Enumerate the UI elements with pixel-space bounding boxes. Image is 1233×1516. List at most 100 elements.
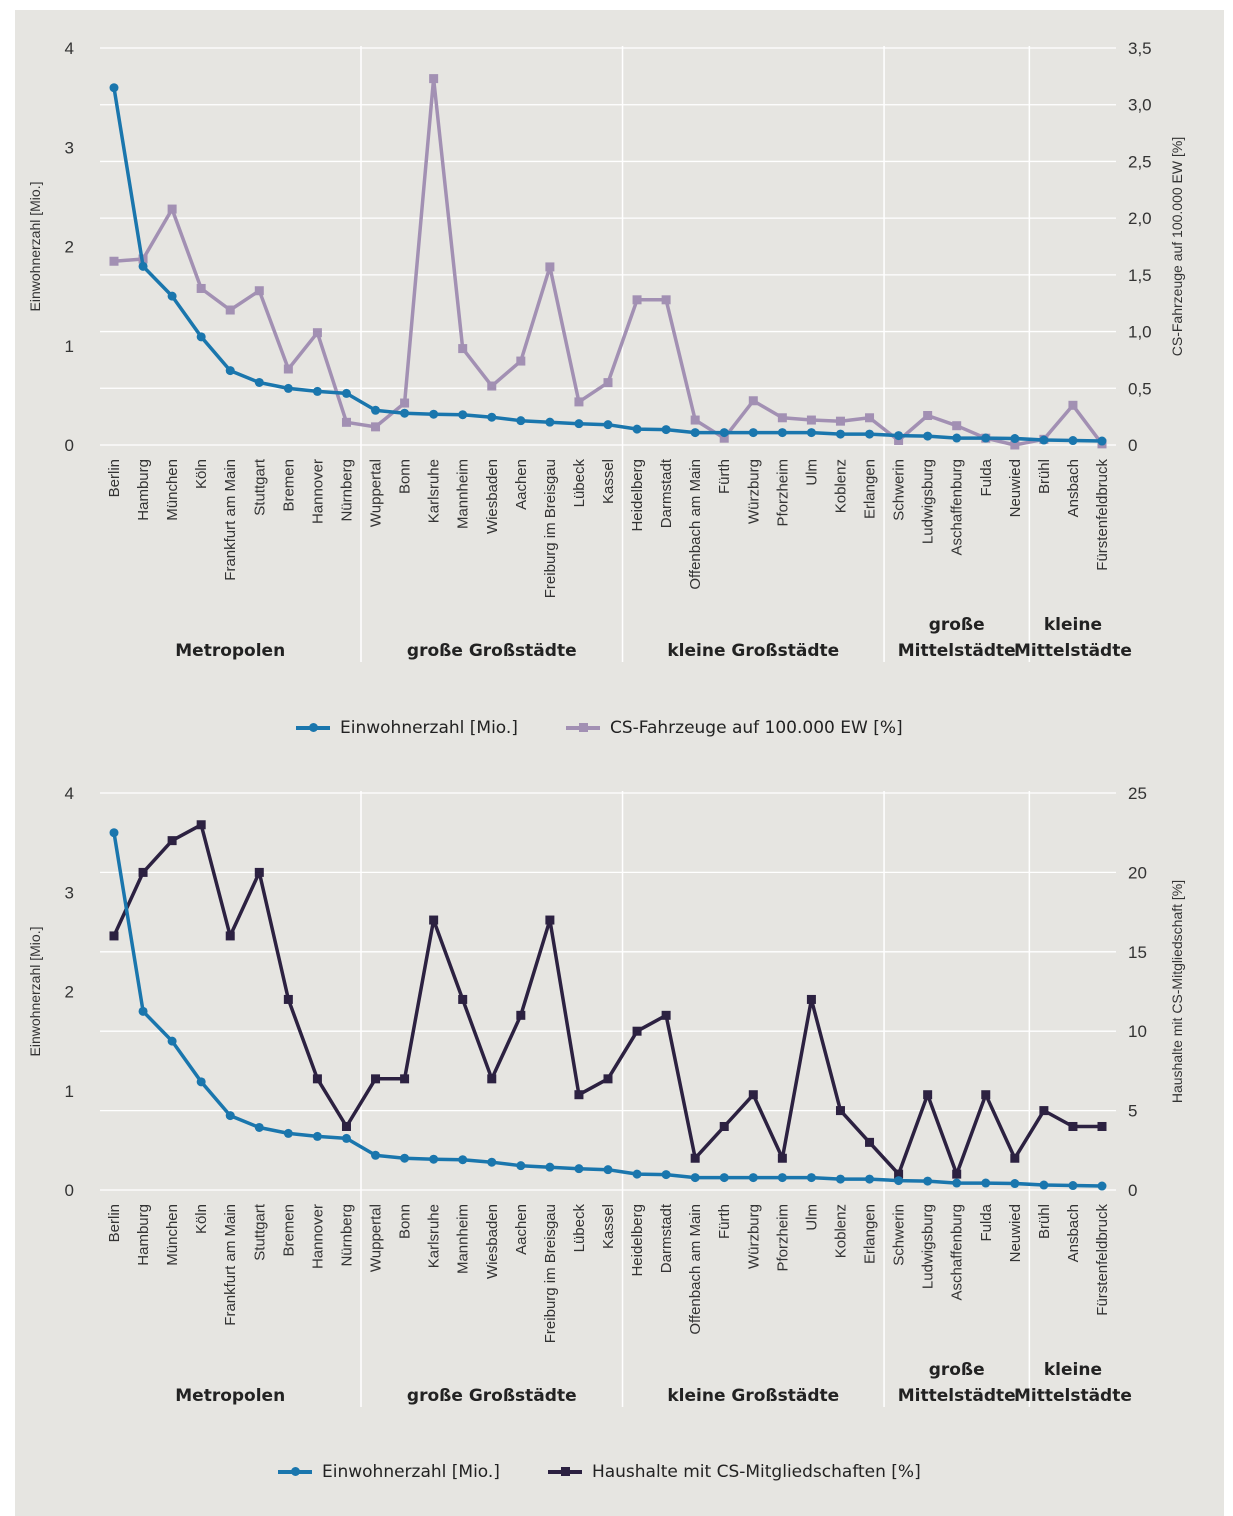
data-point <box>661 425 671 435</box>
data-point <box>1010 1179 1020 1189</box>
right-tick-label: 2,5 <box>1128 152 1152 171</box>
data-point <box>225 1111 235 1121</box>
data-point <box>312 1131 322 1141</box>
data-point <box>719 433 729 443</box>
category-label: Schwerin <box>891 1204 908 1266</box>
data-point <box>429 409 439 419</box>
data-point <box>254 1122 264 1132</box>
data-point <box>458 1155 468 1165</box>
data-point <box>661 1010 671 1020</box>
data-point <box>312 328 322 338</box>
data-point <box>835 1106 845 1116</box>
data-point <box>1097 436 1107 446</box>
right-tick-label: 20 <box>1128 863 1147 882</box>
legend-swatch-square <box>565 723 600 732</box>
legend-item-einwohnerzahl: Einwohnerzahl [Mio.] <box>296 718 518 738</box>
data-point <box>371 405 381 415</box>
right-tick-label: 15 <box>1128 943 1147 962</box>
category-label: Heidelberg <box>629 1204 646 1277</box>
data-point <box>952 1178 962 1188</box>
data-point <box>196 332 206 342</box>
data-point <box>777 413 787 423</box>
left-tick-label: 1 <box>65 1082 74 1101</box>
data-point <box>981 433 991 443</box>
data-point <box>458 344 468 354</box>
y-axis-title: Einwohnerzahl [Mio.] <box>27 927 43 1057</box>
data-point <box>661 295 671 305</box>
data-point <box>603 1074 613 1084</box>
category-label: Frankfurt am Main <box>222 1204 239 1326</box>
left-tick-label: 3 <box>65 138 74 157</box>
data-point <box>719 1121 729 1131</box>
data-point <box>574 419 584 429</box>
data-point <box>632 1026 642 1036</box>
data-point <box>1039 435 1049 445</box>
data-point <box>894 1169 904 1179</box>
category-label: Freiburg im Breisgau <box>542 459 559 598</box>
right-tick-label: 0,5 <box>1128 379 1152 398</box>
data-point <box>923 1176 933 1186</box>
left-tick-label: 0 <box>65 1181 74 1200</box>
data-point <box>1097 1181 1107 1191</box>
data-point <box>777 1173 787 1183</box>
data-point <box>254 867 264 877</box>
data-point <box>1039 1106 1049 1116</box>
category-label: Ulm <box>803 459 820 486</box>
data-point <box>603 420 613 430</box>
category-label: Frankfurt am Main <box>222 459 239 581</box>
legend-label: Einwohnerzahl [Mio.] <box>340 718 518 738</box>
data-point <box>632 1169 642 1179</box>
category-label: Erlangen <box>862 1204 879 1264</box>
category-label: Fürstenfeldbruck <box>1094 1204 1111 1316</box>
data-point <box>690 428 700 438</box>
data-point <box>923 411 933 421</box>
y2-axis-title: Haushalte mit CS-Mitgliedschaft [%] <box>1169 880 1185 1103</box>
data-point <box>923 1090 933 1100</box>
legend-item-cs-fahrzeuge: CS-Fahrzeuge auf 100.000 EW [%] <box>565 718 903 738</box>
y2-axis-title: CS-Fahrzeuge auf 100.000 EW [%] <box>1169 137 1185 356</box>
category-label: Mannheim <box>455 1204 472 1274</box>
category-label: Hamburg <box>135 459 152 521</box>
group-label: große <box>929 1360 985 1380</box>
category-label: Fürth <box>716 1204 733 1239</box>
category-label: Berlin <box>106 1204 123 1242</box>
category-label: Pforzheim <box>774 1204 791 1272</box>
left-tick-label: 1 <box>65 337 74 356</box>
category-label: Hannover <box>309 459 326 524</box>
right-tick-label: 1,5 <box>1128 266 1152 285</box>
data-point <box>400 1074 410 1084</box>
legend-swatch-circle <box>278 1467 312 1476</box>
data-point <box>458 994 468 1004</box>
data-point <box>894 431 904 441</box>
data-point <box>371 1150 381 1160</box>
data-point <box>865 413 875 423</box>
legend-bottom: Einwohnerzahl [Mio.] Haushalte mit CS-Mi… <box>278 1462 921 1482</box>
data-point <box>690 1173 700 1183</box>
data-point <box>806 428 816 438</box>
left-tick-label: 2 <box>65 238 74 257</box>
data-point <box>690 415 700 425</box>
legend-swatch-circle <box>296 723 330 732</box>
data-point <box>429 74 439 84</box>
left-tick-label: 2 <box>65 983 74 1002</box>
data-point <box>748 428 758 438</box>
chart-bottom: 0 5 10 15 20 25 0 1 2 3 4 Metropolen große Großstädt… <box>27 784 1185 1407</box>
data-point <box>1010 440 1020 450</box>
category-label: München <box>164 459 181 521</box>
category-label: Ansbach <box>1065 1204 1082 1262</box>
data-point <box>109 83 119 93</box>
group-label: kleine Großstädte <box>667 1386 839 1406</box>
data-point <box>487 1074 497 1084</box>
category-label: Berlin <box>106 459 123 497</box>
data-point <box>952 433 962 443</box>
category-label: Offenbach am Main <box>687 1204 704 1335</box>
data-point <box>748 1173 758 1183</box>
data-point <box>341 1121 351 1131</box>
group-label: große Großstädte <box>407 1386 577 1406</box>
data-point <box>371 422 381 432</box>
category-label: Wiesbaden <box>484 1204 501 1279</box>
data-point <box>894 435 904 445</box>
group-label: Metropolen <box>175 1386 285 1406</box>
data-point <box>1068 1121 1078 1131</box>
left-tick-label: 0 <box>65 436 74 455</box>
